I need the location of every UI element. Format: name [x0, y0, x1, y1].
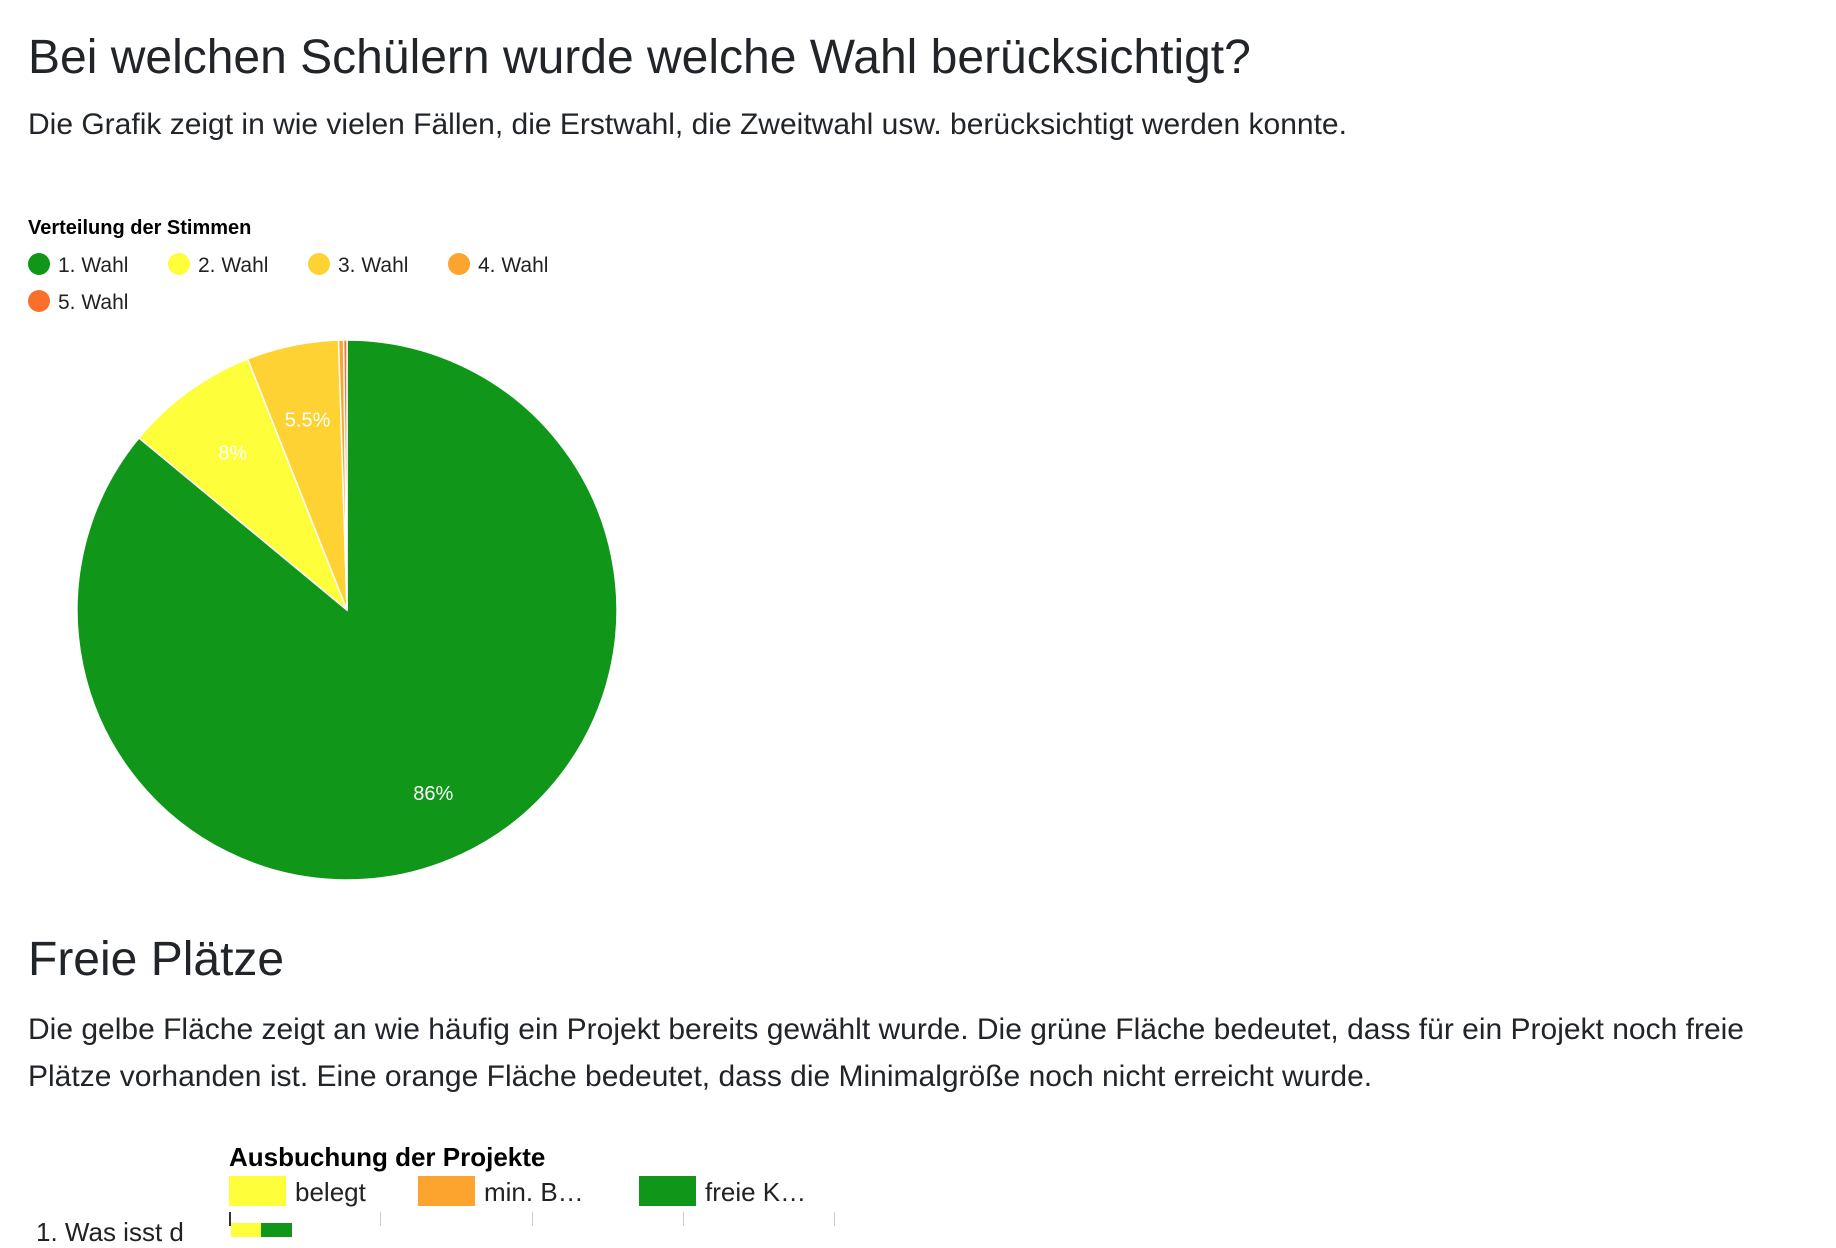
page-title: Bei welchen Schülern wurde welche Wahl b… [28, 31, 1251, 84]
bar-segment[interactable] [261, 1223, 292, 1237]
pie-data-label: 8% [218, 443, 247, 465]
pie-slice[interactable] [137, 357, 348, 611]
pie-slice[interactable] [342, 339, 348, 611]
pie-legend-item: 5. Wahl [28, 290, 128, 316]
pie-data-label: 5.5% [285, 410, 331, 432]
legend-dot-icon [28, 290, 50, 313]
grid-line [531, 1212, 533, 1226]
bar-legend-label: belegt [295, 1177, 366, 1207]
grid-line [682, 1212, 684, 1226]
bar-legend-label: min. B… [484, 1177, 584, 1207]
pie-chart-title: Verteilung der Stimmen [28, 217, 252, 239]
bar-legend-item: belegt [229, 1175, 366, 1209]
bar-chart-title: Ausbuchung der Projekte [229, 1142, 546, 1172]
bar-segment[interactable] [231, 1223, 262, 1237]
bar-axis [229, 1212, 231, 1226]
legend-dot-icon [168, 253, 190, 276]
bar-chart [229, 1212, 835, 1237]
pie-legend-label: 1. Wahl [58, 254, 129, 277]
pie-data-label: 86% [413, 783, 453, 805]
legend-swatch-icon [639, 1176, 696, 1207]
pie-legend-item: 4. Wahl [448, 253, 548, 279]
bar-description: Die gelbe Fläche zeigt an wie häufig ein… [28, 1013, 1744, 1093]
pie-chart-svg: 86% 8% 5.5% [76, 339, 618, 881]
bar-category-label: 1. Was isst d [36, 1217, 184, 1247]
legend-dot-icon [308, 253, 330, 276]
grid-line [380, 1212, 382, 1226]
pie-legend-label: 2. Wahl [198, 254, 269, 277]
pie-legend-label: 5. Wahl [58, 291, 129, 314]
legend-dot-icon [28, 253, 50, 276]
pie-legend-label: 4. Wahl [478, 254, 549, 277]
pie-description: Die Grafik zeigt in wie vielen Fällen, d… [28, 108, 1347, 141]
legend-dot-icon [448, 253, 470, 276]
section-title-free-places: Freie Plätze [28, 933, 285, 986]
legend-swatch-icon [229, 1176, 286, 1207]
pie-legend-label: 3. Wahl [338, 254, 409, 277]
legend-swatch-icon [418, 1176, 475, 1207]
pie-legend-item: 3. Wahl [308, 253, 408, 279]
bar-legend-item: min. B… [418, 1175, 584, 1209]
grid-line [834, 1212, 835, 1226]
bar-legend-item: freie K… [639, 1175, 806, 1209]
pie-legend-item: 1. Wahl [28, 253, 128, 279]
pie-legend-item: 2. Wahl [168, 253, 268, 279]
bar-legend-label: freie K… [705, 1177, 807, 1207]
